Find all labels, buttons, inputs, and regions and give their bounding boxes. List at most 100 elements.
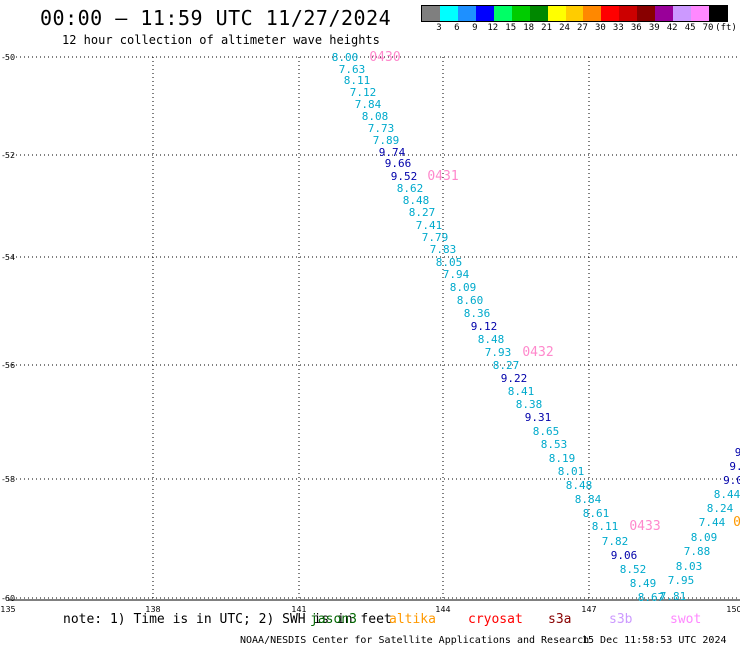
swh-value-label: 7.81 [660, 590, 687, 603]
pass-time-label: 0431 [427, 169, 458, 184]
legend-swatch [619, 6, 638, 21]
swh-value-label: 8.11 [344, 74, 371, 87]
satellite-name: altika [389, 612, 436, 627]
pass-time-label: 0433 [629, 519, 660, 534]
legend-swatch [709, 6, 727, 21]
latitude-labels: -50 -52 -54 -56 -58 -60 [2, 53, 15, 603]
color-legend: 3 6 9 12 15 18 21 24 27 30 33 36 39 42 45 70 (ft) [421, 5, 737, 34]
legend-label: (ft) [715, 23, 737, 33]
swh-value-label: 8.27 [409, 206, 436, 219]
swh-value-label: 9.06 [611, 549, 638, 562]
swh-value-label: 8.09 [691, 531, 718, 544]
swh-value-label: 9.74 [379, 146, 406, 159]
pass-time-label: 0430 [369, 50, 400, 65]
legend-label: 15 [505, 23, 517, 33]
swh-value-label: 7.95 [668, 574, 695, 587]
legend-swatch [655, 6, 674, 21]
satellite-name: cryosat [468, 612, 523, 627]
legend-labels: 3 6 9 12 15 18 21 24 27 30 33 36 39 42 45 70 (ft) [421, 22, 737, 34]
note-text: note: 1) Time is in UTC; 2) SWH is in fe… [63, 612, 392, 627]
footer-credit: NOAA/NESDIS Center for Satellite Applica… [240, 635, 590, 646]
latitude-label: -54 [2, 253, 15, 262]
legend-swatch [439, 6, 458, 21]
swh-value-label: 9.52 [391, 170, 418, 183]
swh-value-label: 8.19 [549, 452, 576, 465]
legend-swatch [565, 6, 584, 21]
swh-value-label: 9.66 [385, 157, 412, 170]
legend-label: 21 [541, 23, 552, 33]
swh-value-label: 8.48 [478, 333, 505, 346]
legend-swatch [583, 6, 602, 21]
legend-swatch [475, 6, 494, 21]
swh-value-label: 9 [735, 446, 740, 459]
legend-swatch [637, 6, 656, 21]
swh-value-label: 8.48 [403, 194, 430, 207]
swh-value-label: 7.82 [602, 535, 629, 548]
swh-value-label: 8.44 [714, 488, 740, 501]
legend-swatch [601, 6, 620, 21]
longitude-labels: 135 138 141 144 147 150 [0, 605, 740, 614]
swh-value-label: 8.38 [516, 398, 543, 411]
legend-label: 9 [472, 23, 478, 33]
legend-swatch [493, 6, 512, 21]
swh-value-label: 8.41 [508, 385, 535, 398]
latitude-label: -56 [2, 361, 15, 370]
map-title: 00:00 – 11:59 UTC 11/27/2024 [40, 6, 392, 30]
swh-value-label: 9.22 [501, 372, 528, 385]
swh-value-label: 8.11 [592, 520, 619, 533]
swh-value-label: 8.09 [450, 281, 477, 294]
longitude-label: 135 [0, 605, 15, 614]
swh-value-label: 8.53 [541, 438, 568, 451]
legend-label: 45 [684, 23, 696, 33]
generated-timestamp: 15 Dec 11:58:53 UTC 2024 [582, 635, 727, 646]
legend-label: 18 [523, 23, 535, 33]
swh-value-label: 8.84 [575, 493, 602, 506]
pass-time-label: 0432 [522, 345, 553, 360]
swh-value-label: 7.93 [485, 346, 512, 359]
satellite-name: s3b [609, 612, 633, 627]
swh-value-label: 7.73 [368, 122, 395, 135]
legend-label: 24 [559, 23, 570, 33]
swh-value-label: 8.00 [332, 51, 359, 64]
swh-value-label: 7.84 [355, 98, 382, 111]
longitude-label: 141 [291, 605, 306, 614]
swh-value-label: 7.41 [416, 219, 443, 232]
legend-label: 12 [487, 23, 499, 33]
latitude-label: -50 [2, 53, 15, 62]
swh-value-label: 9.0 [723, 474, 740, 487]
swh-value-label: 8.03 [676, 560, 703, 573]
legend-color-bar [421, 5, 728, 22]
legend-swatch [673, 6, 692, 21]
legend-swatch [511, 6, 530, 21]
legend-label: 39 [648, 23, 660, 33]
swh-value-label: 8.24 [707, 502, 734, 515]
legend-swatch [547, 6, 566, 21]
swh-value-label: 8.08 [362, 110, 389, 123]
satellite-name: jason3 [310, 612, 357, 627]
swh-value-label: 8.49 [630, 577, 657, 590]
swh-value-label: 7.79 [422, 231, 449, 244]
latitude-label: -60 [2, 594, 15, 603]
longitude-label: 147 [581, 605, 596, 614]
satellite-track: 8.007.638.117.127.848.087.737.899.749.66… [332, 51, 740, 604]
swh-value-label: 8.05 [436, 256, 463, 269]
longitude-label: 144 [435, 605, 450, 614]
satellite-name: s3a [548, 612, 572, 627]
swh-value-label: 9.12 [471, 320, 498, 333]
latitude-label: -52 [2, 151, 15, 160]
swh-value-label: 8.48 [566, 479, 593, 492]
swh-value-label: 7.63 [339, 63, 366, 76]
legend-swatch [691, 6, 709, 21]
swh-value-label: 8.52 [620, 563, 647, 576]
legend-label: 27 [577, 23, 588, 33]
swh-value-label: 8.67 [638, 591, 665, 604]
edge-time-label: 0 [733, 515, 740, 530]
swh-value-label: 7.94 [443, 268, 470, 281]
legend-label: 6 [454, 23, 460, 33]
swh-value-label: 8.60 [457, 294, 484, 307]
swh-value-label: 7.44 [699, 516, 726, 529]
legend-label: 36 [630, 23, 642, 33]
legend-swatch [457, 6, 476, 21]
swh-value-label: 8.27 [493, 359, 520, 372]
swh-value-label: 7.89 [373, 134, 400, 147]
